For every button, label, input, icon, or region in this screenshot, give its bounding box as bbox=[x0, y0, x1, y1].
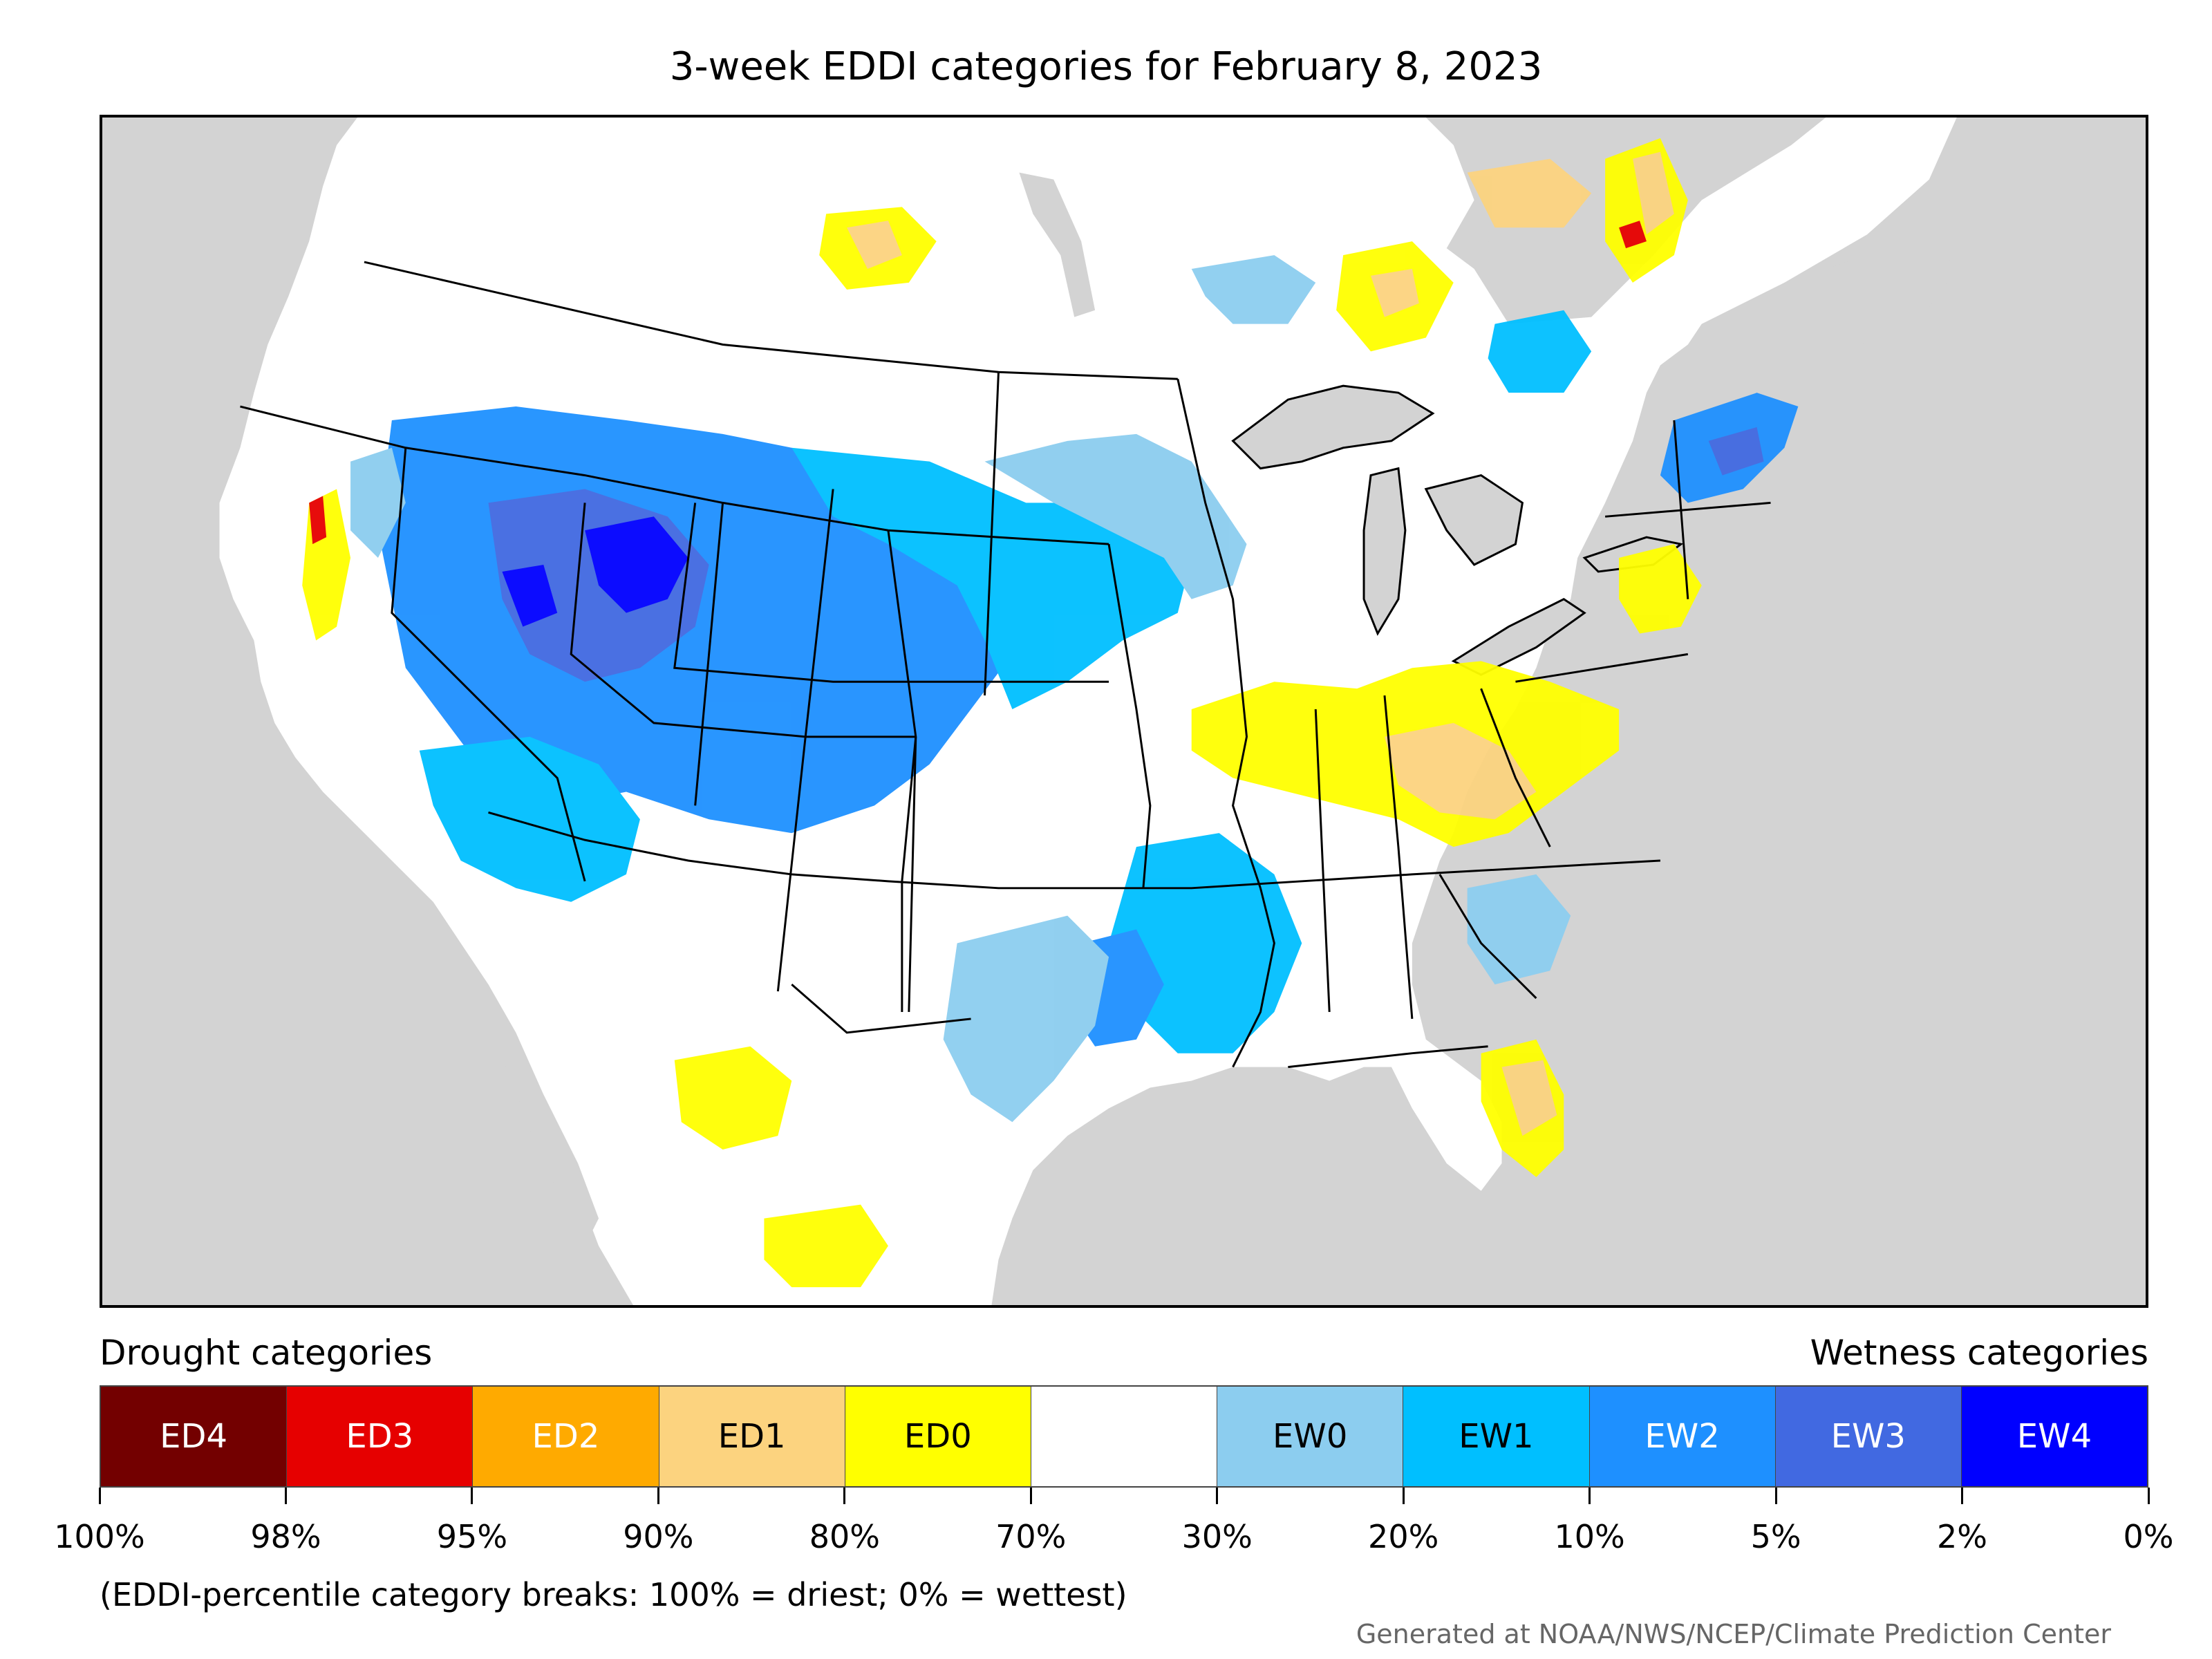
legend-tick bbox=[1216, 1488, 1219, 1504]
lake-superior bbox=[1231, 384, 1435, 470]
wetness-categories-label: Wetness categories bbox=[1810, 1333, 2148, 1373]
legend-tick-label: 0% bbox=[2123, 1518, 2174, 1555]
wetness-areas bbox=[350, 255, 1799, 1123]
legend-tick-label: 95% bbox=[436, 1518, 508, 1555]
legend-cell-ed3: ED3 bbox=[287, 1387, 474, 1486]
legend-tick-label: 2% bbox=[1937, 1518, 1988, 1555]
legend-tick bbox=[1774, 1488, 1777, 1504]
legend-cell-ew2: EW2 bbox=[1589, 1387, 1776, 1486]
category-color-bar: ED4 ED3 ED2 ED1 ED0 EW0 EW1 EW2 EW3 EW4 bbox=[100, 1385, 2148, 1488]
state-borders bbox=[240, 261, 1771, 1069]
legend-tick-label: 10% bbox=[1554, 1518, 1625, 1555]
legend-tick bbox=[471, 1488, 474, 1504]
legend-tick bbox=[843, 1488, 846, 1504]
category-note: (EDDI-percentile category breaks: 100% =… bbox=[100, 1576, 1127, 1613]
legend-cell-ew3: EW3 bbox=[1775, 1387, 1962, 1486]
legend-tick bbox=[1029, 1488, 1032, 1504]
legend-tick-label: 98% bbox=[250, 1518, 321, 1555]
legend-cell-ed1: ED1 bbox=[659, 1387, 845, 1486]
legend-tick-label: 5% bbox=[1750, 1518, 1801, 1555]
legend-cell-ew4: EW4 bbox=[1961, 1387, 2148, 1486]
legend-cell-ew1: EW1 bbox=[1403, 1387, 1590, 1486]
legend-tick-label: 20% bbox=[1368, 1518, 1439, 1555]
eddi-map bbox=[100, 115, 2148, 1308]
lake-huron bbox=[1424, 474, 1524, 566]
legend-tick bbox=[2147, 1488, 2150, 1504]
land-north-america bbox=[219, 118, 1957, 1305]
legend-cell-ed2: ED2 bbox=[473, 1387, 659, 1486]
legend-tick bbox=[1588, 1488, 1591, 1504]
legend-cell-ed4: ED4 bbox=[101, 1387, 288, 1486]
legend-tick bbox=[98, 1488, 101, 1504]
legend-tick-label: 30% bbox=[1181, 1518, 1253, 1555]
legend-tick bbox=[1961, 1488, 1964, 1504]
legend-tick bbox=[284, 1488, 287, 1504]
legend-cell-ew0: EW0 bbox=[1217, 1387, 1404, 1486]
legend-tick-label: 80% bbox=[809, 1518, 880, 1555]
legend-cell-ed0: ED0 bbox=[845, 1387, 1031, 1486]
legend-tick bbox=[1402, 1488, 1405, 1504]
legend-cell-none bbox=[1031, 1387, 1218, 1486]
legend-tick bbox=[657, 1488, 659, 1504]
legend-tick-label: 100% bbox=[54, 1518, 145, 1555]
drought-areas bbox=[302, 138, 1702, 1288]
legend-tick-label: 70% bbox=[995, 1518, 1067, 1555]
legend-tick-label: 90% bbox=[623, 1518, 694, 1555]
drought-categories-label: Drought categories bbox=[100, 1333, 433, 1373]
map-title: 3-week EDDI categories for February 8, 2… bbox=[669, 44, 1543, 89]
legend-ticks bbox=[98, 1488, 2150, 1508]
credit-text: Generated at NOAA/NWS/NCEP/Climate Predi… bbox=[1356, 1619, 2111, 1649]
lake-michigan bbox=[1362, 467, 1407, 636]
map-canvas bbox=[219, 118, 1957, 1305]
